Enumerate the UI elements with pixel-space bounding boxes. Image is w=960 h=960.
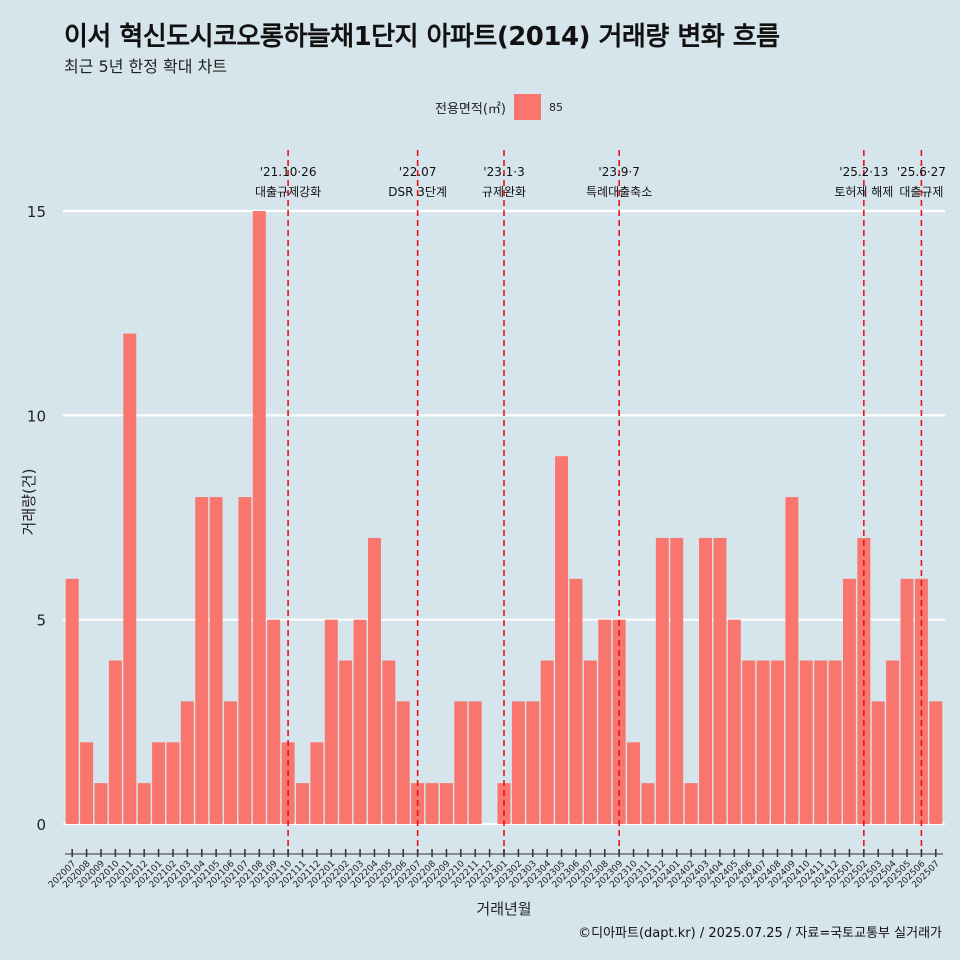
x-axis: 2020072020082020092020102020112020122021… — [47, 849, 943, 890]
bar-202010 — [108, 660, 122, 824]
bars — [65, 211, 943, 824]
bar-202408 — [770, 660, 784, 824]
bar-202504 — [886, 660, 900, 824]
bar-202011 — [123, 333, 137, 824]
y-axis: 0 5 10 15 — [27, 203, 46, 834]
bar-202407 — [756, 660, 770, 824]
event-label-5: 토허제 해제 — [834, 185, 893, 199]
bar-202306 — [569, 578, 583, 824]
y-tick-label-15: 15 — [27, 203, 46, 221]
y-axis-label: 거래량(건) — [20, 469, 38, 536]
bar-202209 — [439, 783, 453, 824]
bar-202112 — [310, 742, 324, 824]
event-date-3: '23.1·3 — [483, 165, 524, 179]
event-label-1: 대출규제강화 — [255, 185, 321, 199]
source-caption: ©디아파트(dapt.kr) / 2025.07.25 / 자료=국토교통부 실… — [578, 926, 942, 941]
event-date-2: '22.07 — [399, 165, 437, 179]
bar-202405 — [727, 619, 741, 824]
bar-202101 — [152, 742, 166, 824]
event-date-6: '25.6·27 — [897, 165, 946, 179]
event-date-1: '21.10·26 — [260, 165, 317, 179]
y-tick-label-0: 0 — [36, 816, 46, 834]
bar-202204 — [367, 537, 381, 824]
bar-202102 — [166, 742, 180, 824]
bar-202403 — [699, 537, 712, 824]
bar-202406 — [742, 660, 756, 824]
event-label-6: 대출규제 — [899, 185, 943, 199]
bar-202302 — [511, 701, 525, 824]
bar-202310 — [627, 742, 641, 824]
bar-202304 — [540, 660, 554, 824]
chart-subtitle: 최근 5년 한정 확대 차트 — [64, 57, 228, 76]
event-lines: '21.10·26 대출규제강화 '22.07 DSR 3단계 '23.1·3 규제완화 '… — [255, 150, 946, 854]
bar-202402 — [684, 783, 698, 824]
bar-202205 — [382, 660, 396, 824]
bar-202410 — [799, 660, 813, 824]
bar-202105 — [209, 497, 223, 824]
bar-202206 — [396, 701, 410, 824]
bar-202404 — [713, 537, 727, 824]
event-label-2: DSR 3단계 — [388, 185, 447, 199]
x-axis-label: 거래년월 — [476, 900, 531, 918]
event-label-3: 규제완화 — [482, 185, 526, 199]
bar-202009 — [94, 783, 108, 824]
bar-202303 — [526, 701, 540, 824]
bar-202503 — [871, 701, 885, 824]
bar-202012 — [137, 783, 151, 824]
event-date-4: '23.9·7 — [598, 165, 639, 179]
bar-202201 — [324, 619, 338, 824]
bar-202305 — [555, 456, 569, 824]
bar-202103 — [180, 701, 194, 824]
y-tick-label-10: 10 — [27, 407, 46, 425]
legend-label-85: 85 — [548, 100, 563, 114]
bar-202109 — [267, 619, 281, 824]
bar-202211 — [468, 701, 482, 824]
legend: 전용면적(㎡) 85 — [435, 94, 563, 120]
bar-202409 — [785, 497, 799, 824]
bar-202412 — [828, 660, 842, 824]
bar-202311 — [641, 783, 655, 824]
bar-202008 — [80, 742, 94, 824]
bar-202208 — [425, 783, 439, 824]
bar-202505 — [900, 578, 914, 824]
bar-202108 — [252, 211, 266, 824]
legend-title: 전용면적(㎡) — [435, 101, 506, 117]
bar-202107 — [238, 497, 252, 824]
bar-202203 — [353, 619, 367, 824]
bar-202104 — [195, 497, 209, 824]
event-label-4: 특례대출축소 — [586, 185, 652, 199]
bar-202111 — [296, 783, 309, 824]
bar-202308 — [598, 619, 612, 824]
bar-202501 — [842, 578, 856, 824]
bar-202411 — [814, 660, 828, 824]
bar-202106 — [224, 701, 238, 824]
bar-202507 — [929, 701, 943, 824]
bar-202307 — [583, 660, 597, 824]
chart-title: 이서 혁신도시코오롱하늘채1단지 아파트(2014) 거래량 변화 흐름 — [64, 22, 780, 52]
bar-202401 — [670, 537, 684, 824]
legend-key-85 — [513, 94, 541, 120]
bar-202007 — [65, 578, 79, 824]
y-tick-label-5: 5 — [36, 612, 46, 630]
bar-202210 — [454, 701, 468, 824]
bar-202312 — [655, 537, 669, 824]
event-date-5: '25.2·13 — [839, 165, 888, 179]
bar-202202 — [339, 660, 353, 824]
